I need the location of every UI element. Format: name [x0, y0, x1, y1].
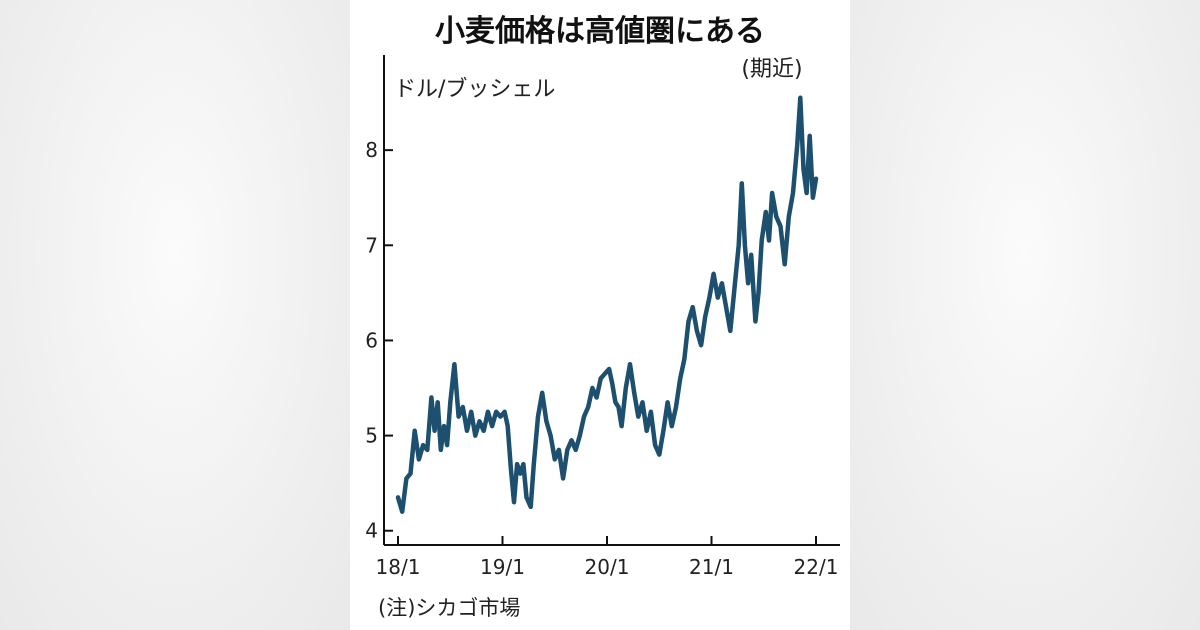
chart-title: 小麦価格は高値圏にある	[435, 14, 765, 49]
y-tick-label: 7	[365, 233, 378, 257]
x-tick-label: 18/1	[376, 555, 421, 579]
series-annotation: (期近)	[741, 57, 802, 82]
background-left	[0, 0, 350, 630]
y-tick-label: 8	[365, 138, 378, 162]
background-right	[850, 0, 1200, 630]
series-line-wheat-price	[395, 95, 819, 514]
y-tick-label: 4	[365, 519, 378, 543]
x-tick-label: 20/1	[585, 555, 630, 579]
y-axis-unit-label: ドル/ブッシェル	[394, 77, 555, 102]
x-tick-label: 22/1	[794, 555, 839, 579]
y-tick-label: 6	[365, 328, 378, 352]
y-tick-label: 5	[365, 424, 378, 448]
x-tick-label: 19/1	[480, 555, 525, 579]
source-note: (注)シカゴ市場	[378, 596, 521, 620]
chart-panel: 小麦価格は高値圏にある ドル/ブッシェル (期近) 4 5 6 7 8 18/1 19/1…	[350, 0, 850, 630]
line-chart: ドル/ブッシェル (期近) 4 5 6 7 8 18/1 19/1 20/1 21/1 22/1	[365, 55, 840, 579]
x-tick-label: 21/1	[689, 555, 734, 579]
